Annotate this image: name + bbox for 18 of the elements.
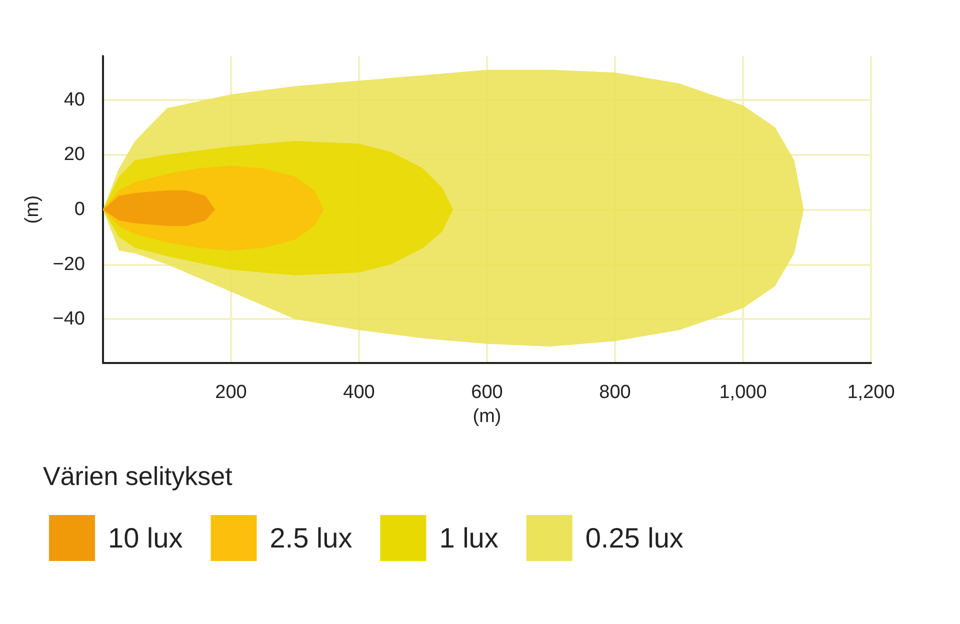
x-tick-label: 600 [471,382,503,403]
legend-label: 1 lux [439,522,498,554]
y-tick-label: 0 [74,199,85,220]
legend-label: 10 lux [108,522,183,554]
x-tick-label: 1,000 [719,382,767,403]
legend-label: 2.5 lux [270,522,352,554]
x-tick-label: 1,200 [847,382,895,403]
x-tick-label: 800 [599,382,631,403]
x-axis-title: (m) [472,406,502,427]
y-tick-label: −20 [52,254,85,275]
y-tick-label: −40 [52,308,85,330]
y-axis-title: (m) [22,195,43,224]
y-tick-label: 20 [64,144,85,166]
x-tick-label: 400 [343,382,375,403]
y-tick-label: 40 [64,89,85,110]
legend-label: 0.25 lux [585,522,684,554]
x-tick-label: 200 [215,382,247,403]
legend-title: Värien selitykset [43,461,234,491]
